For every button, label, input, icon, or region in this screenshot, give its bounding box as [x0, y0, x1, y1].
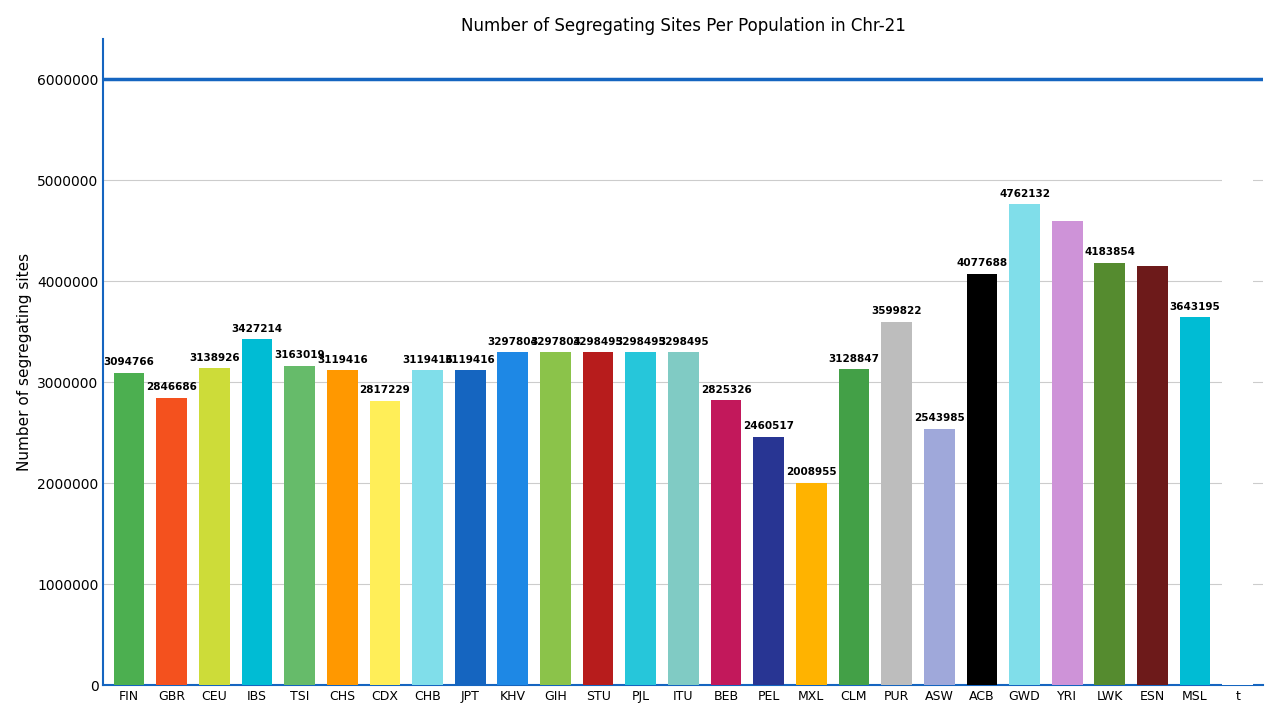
Bar	[540, 352, 571, 685]
Text: 3643195: 3643195	[1170, 302, 1221, 312]
Text: 2543985: 2543985	[914, 413, 965, 423]
Bar	[242, 339, 273, 685]
Text: 3298495: 3298495	[616, 337, 666, 347]
Text: 4077688: 4077688	[956, 258, 1007, 268]
Bar	[838, 369, 869, 685]
Bar	[198, 369, 229, 685]
Bar	[1222, 79, 1253, 685]
Bar	[454, 370, 485, 685]
Bar	[582, 352, 613, 685]
Title: Number of Segregating Sites Per Population in Chr-21: Number of Segregating Sites Per Populati…	[461, 17, 906, 35]
Text: 3094766: 3094766	[104, 357, 155, 367]
Bar	[1009, 204, 1039, 685]
Text: 3138926: 3138926	[189, 353, 239, 363]
Text: 2460517: 2460517	[744, 421, 794, 431]
Text: 4183854: 4183854	[1084, 247, 1135, 257]
Bar	[1180, 318, 1211, 685]
Y-axis label: Number of segregating sites: Number of segregating sites	[17, 253, 32, 472]
Bar	[114, 373, 145, 685]
Text: 4762132: 4762132	[998, 189, 1050, 199]
Bar	[1137, 266, 1167, 685]
Bar	[1094, 263, 1125, 685]
Bar	[924, 428, 955, 685]
Text: 2817229: 2817229	[360, 385, 411, 395]
Text: 3119416: 3119416	[445, 355, 495, 365]
Text: 3297804: 3297804	[488, 337, 539, 347]
Bar	[156, 398, 187, 685]
Bar	[498, 352, 529, 685]
Text: 3298495: 3298495	[658, 337, 709, 347]
Text: 3119416: 3119416	[402, 355, 453, 365]
Bar	[710, 400, 741, 685]
Text: 2825326: 2825326	[700, 384, 751, 395]
Text: 3298495: 3298495	[572, 337, 623, 347]
Text: 2846686: 2846686	[146, 382, 197, 392]
Text: 3163019: 3163019	[274, 351, 325, 361]
Bar	[370, 401, 401, 685]
Bar	[796, 482, 827, 685]
Bar	[668, 352, 699, 685]
Bar	[626, 352, 657, 685]
Bar	[412, 370, 443, 685]
Bar	[966, 274, 997, 685]
Bar	[284, 366, 315, 685]
Text: 3297804: 3297804	[530, 337, 581, 347]
Text: 3427214: 3427214	[232, 324, 283, 334]
Text: 3599822: 3599822	[872, 306, 922, 316]
Text: 2008955: 2008955	[786, 467, 837, 477]
Text: 3119416: 3119416	[317, 355, 367, 365]
Bar	[326, 370, 357, 685]
Bar	[754, 437, 785, 685]
Bar	[1052, 221, 1083, 685]
Bar	[881, 322, 911, 685]
Text: 3128847: 3128847	[828, 354, 879, 364]
